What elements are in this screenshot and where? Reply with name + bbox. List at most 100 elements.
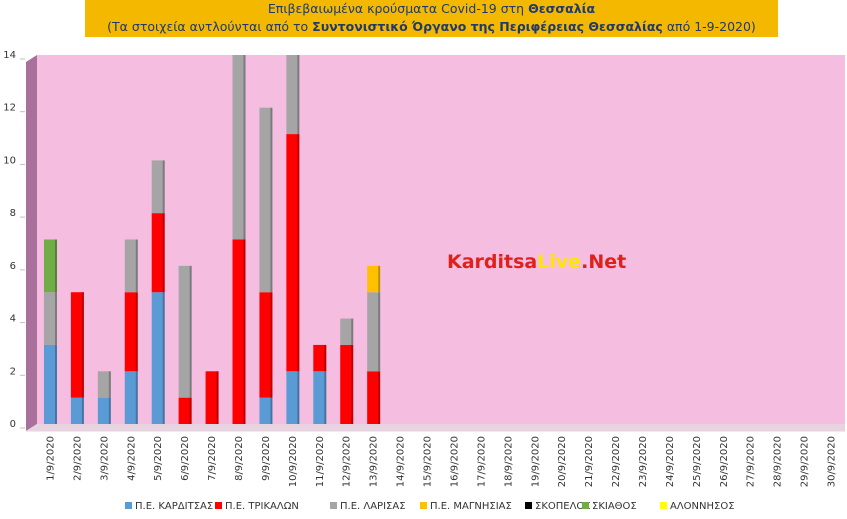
bar-segment — [340, 318, 354, 345]
bar-segment — [43, 239, 57, 293]
bar-segment — [43, 344, 57, 424]
plot-area — [37, 55, 845, 424]
bar-segment — [151, 213, 165, 293]
bar-segment — [259, 107, 273, 293]
y-tick-label: 14 — [3, 50, 16, 61]
x-tick-label: 9/9/2020 — [261, 436, 272, 481]
bar-side — [189, 397, 192, 424]
bar-segment — [232, 55, 246, 240]
x-tick-label: 19/9/2020 — [530, 436, 541, 487]
legend-label: Π.Ε. ΤΡΙΚΑΛΩΝ — [225, 501, 299, 512]
bar-segment — [367, 265, 381, 293]
bar-side — [270, 107, 273, 293]
bar-segment — [286, 371, 300, 424]
x-tick-label: 13/9/2020 — [369, 436, 380, 487]
y-tick-label: 4 — [10, 314, 16, 325]
legend-swatch — [125, 502, 132, 509]
floor — [26, 424, 845, 431]
bar-segment — [313, 371, 327, 424]
bar-side — [351, 318, 354, 345]
x-tick-label: 14/9/2020 — [396, 436, 407, 487]
bar-side — [378, 265, 381, 293]
y-tick-label: 8 — [10, 208, 16, 219]
legend-swatch — [215, 502, 222, 509]
x-tick-label: 20/9/2020 — [557, 436, 568, 487]
bar-segment — [43, 292, 57, 345]
subtitle-emphasis: Συντονιστικό Όργανο της Περιφέρειας Θεσσ… — [312, 19, 663, 34]
x-tick-label: 25/9/2020 — [692, 436, 703, 487]
subtitle-line: (Τα στοιχεία αντλούνται από το Συντονιστ… — [85, 18, 778, 36]
x-tick-label: 23/9/2020 — [638, 436, 649, 487]
bar-segment — [367, 371, 381, 424]
bar-side — [297, 134, 300, 372]
bar-segment — [97, 371, 111, 398]
bar-side — [135, 239, 138, 293]
bar-segment — [286, 55, 300, 135]
bar-side — [351, 344, 354, 424]
title-line: Επιβεβαιωμένα κρούσματα Covid-19 στη Θεσ… — [85, 0, 778, 18]
bar-segment — [124, 239, 138, 293]
x-tick-label: 28/9/2020 — [773, 436, 784, 487]
bar-side — [378, 292, 381, 372]
bar-side — [297, 55, 300, 135]
bar-segment — [97, 397, 111, 424]
y-tick-label: 0 — [10, 419, 16, 430]
legend-swatch — [582, 502, 589, 509]
subtitle: από 1-9-2020) — [666, 19, 756, 34]
bar-side — [108, 397, 111, 424]
legend-swatch — [330, 502, 337, 509]
legend-label: ΣΚΙΑΘΟΣ — [592, 501, 637, 512]
x-tick-label: 27/9/2020 — [746, 436, 757, 487]
bar-segment — [151, 160, 165, 214]
x-tick-label: 12/9/2020 — [342, 436, 353, 487]
bar-segment — [124, 371, 138, 424]
x-tick-label: 22/9/2020 — [611, 436, 622, 487]
bar-side — [216, 371, 219, 424]
bar-side — [54, 292, 57, 345]
x-tick-label: 30/9/2020 — [827, 436, 838, 487]
legend-label: Π.Ε. ΜΑΓΝΗΣΙΑΣ — [430, 501, 512, 512]
bar-side — [135, 292, 138, 372]
legend-swatch — [660, 502, 667, 509]
x-tick-label: 1/9/2020 — [45, 436, 56, 481]
title-emphasis: Θεσσαλία — [528, 1, 596, 16]
x-tick-label: 3/9/2020 — [99, 436, 110, 481]
x-tick-label: 10/9/2020 — [288, 436, 299, 487]
legend-label: ΑΛΟΝΝΗΣΟΣ — [670, 501, 735, 512]
bar-segment — [124, 292, 138, 372]
bar-side — [135, 371, 138, 424]
x-tick-label: 16/9/2020 — [449, 436, 460, 487]
x-tick-label: 11/9/2020 — [315, 436, 326, 487]
watermark-part: .Net — [581, 251, 626, 273]
x-tick-label: 18/9/2020 — [503, 436, 514, 487]
bar-side — [243, 55, 246, 240]
legend-swatch — [525, 502, 532, 509]
side-wall — [26, 55, 37, 431]
bar-segment — [205, 371, 219, 424]
watermark: KarditsaLive.Net — [447, 251, 626, 273]
bar-side — [189, 265, 192, 398]
x-tick-label: 7/9/2020 — [207, 436, 218, 481]
x-tick-label: 4/9/2020 — [126, 436, 137, 481]
bar-side — [54, 239, 57, 293]
legend-swatch — [420, 502, 427, 509]
bar-side — [270, 397, 273, 424]
x-tick-label: 29/9/2020 — [800, 436, 811, 487]
bar-side — [243, 239, 246, 424]
bar-segment — [367, 292, 381, 372]
watermark-part: Karditsa — [447, 251, 537, 273]
y-tick-label: 6 — [10, 261, 16, 272]
legend-label: ΣΚΟΠΕΛΟΣ — [535, 501, 591, 512]
bar-segment — [313, 344, 327, 372]
bar-side — [378, 371, 381, 424]
x-tick-label: 26/9/2020 — [719, 436, 730, 487]
bar-segment — [259, 292, 273, 398]
bar-side — [270, 292, 273, 398]
title-box: Επιβεβαιωμένα κρούσματα Covid-19 στη Θεσ… — [85, 0, 778, 37]
x-tick-label: 24/9/2020 — [665, 436, 676, 487]
x-tick-label: 6/9/2020 — [180, 436, 191, 481]
bar-side — [108, 371, 111, 398]
subtitle: (Τα στοιχεία αντλούνται από το — [107, 19, 309, 34]
